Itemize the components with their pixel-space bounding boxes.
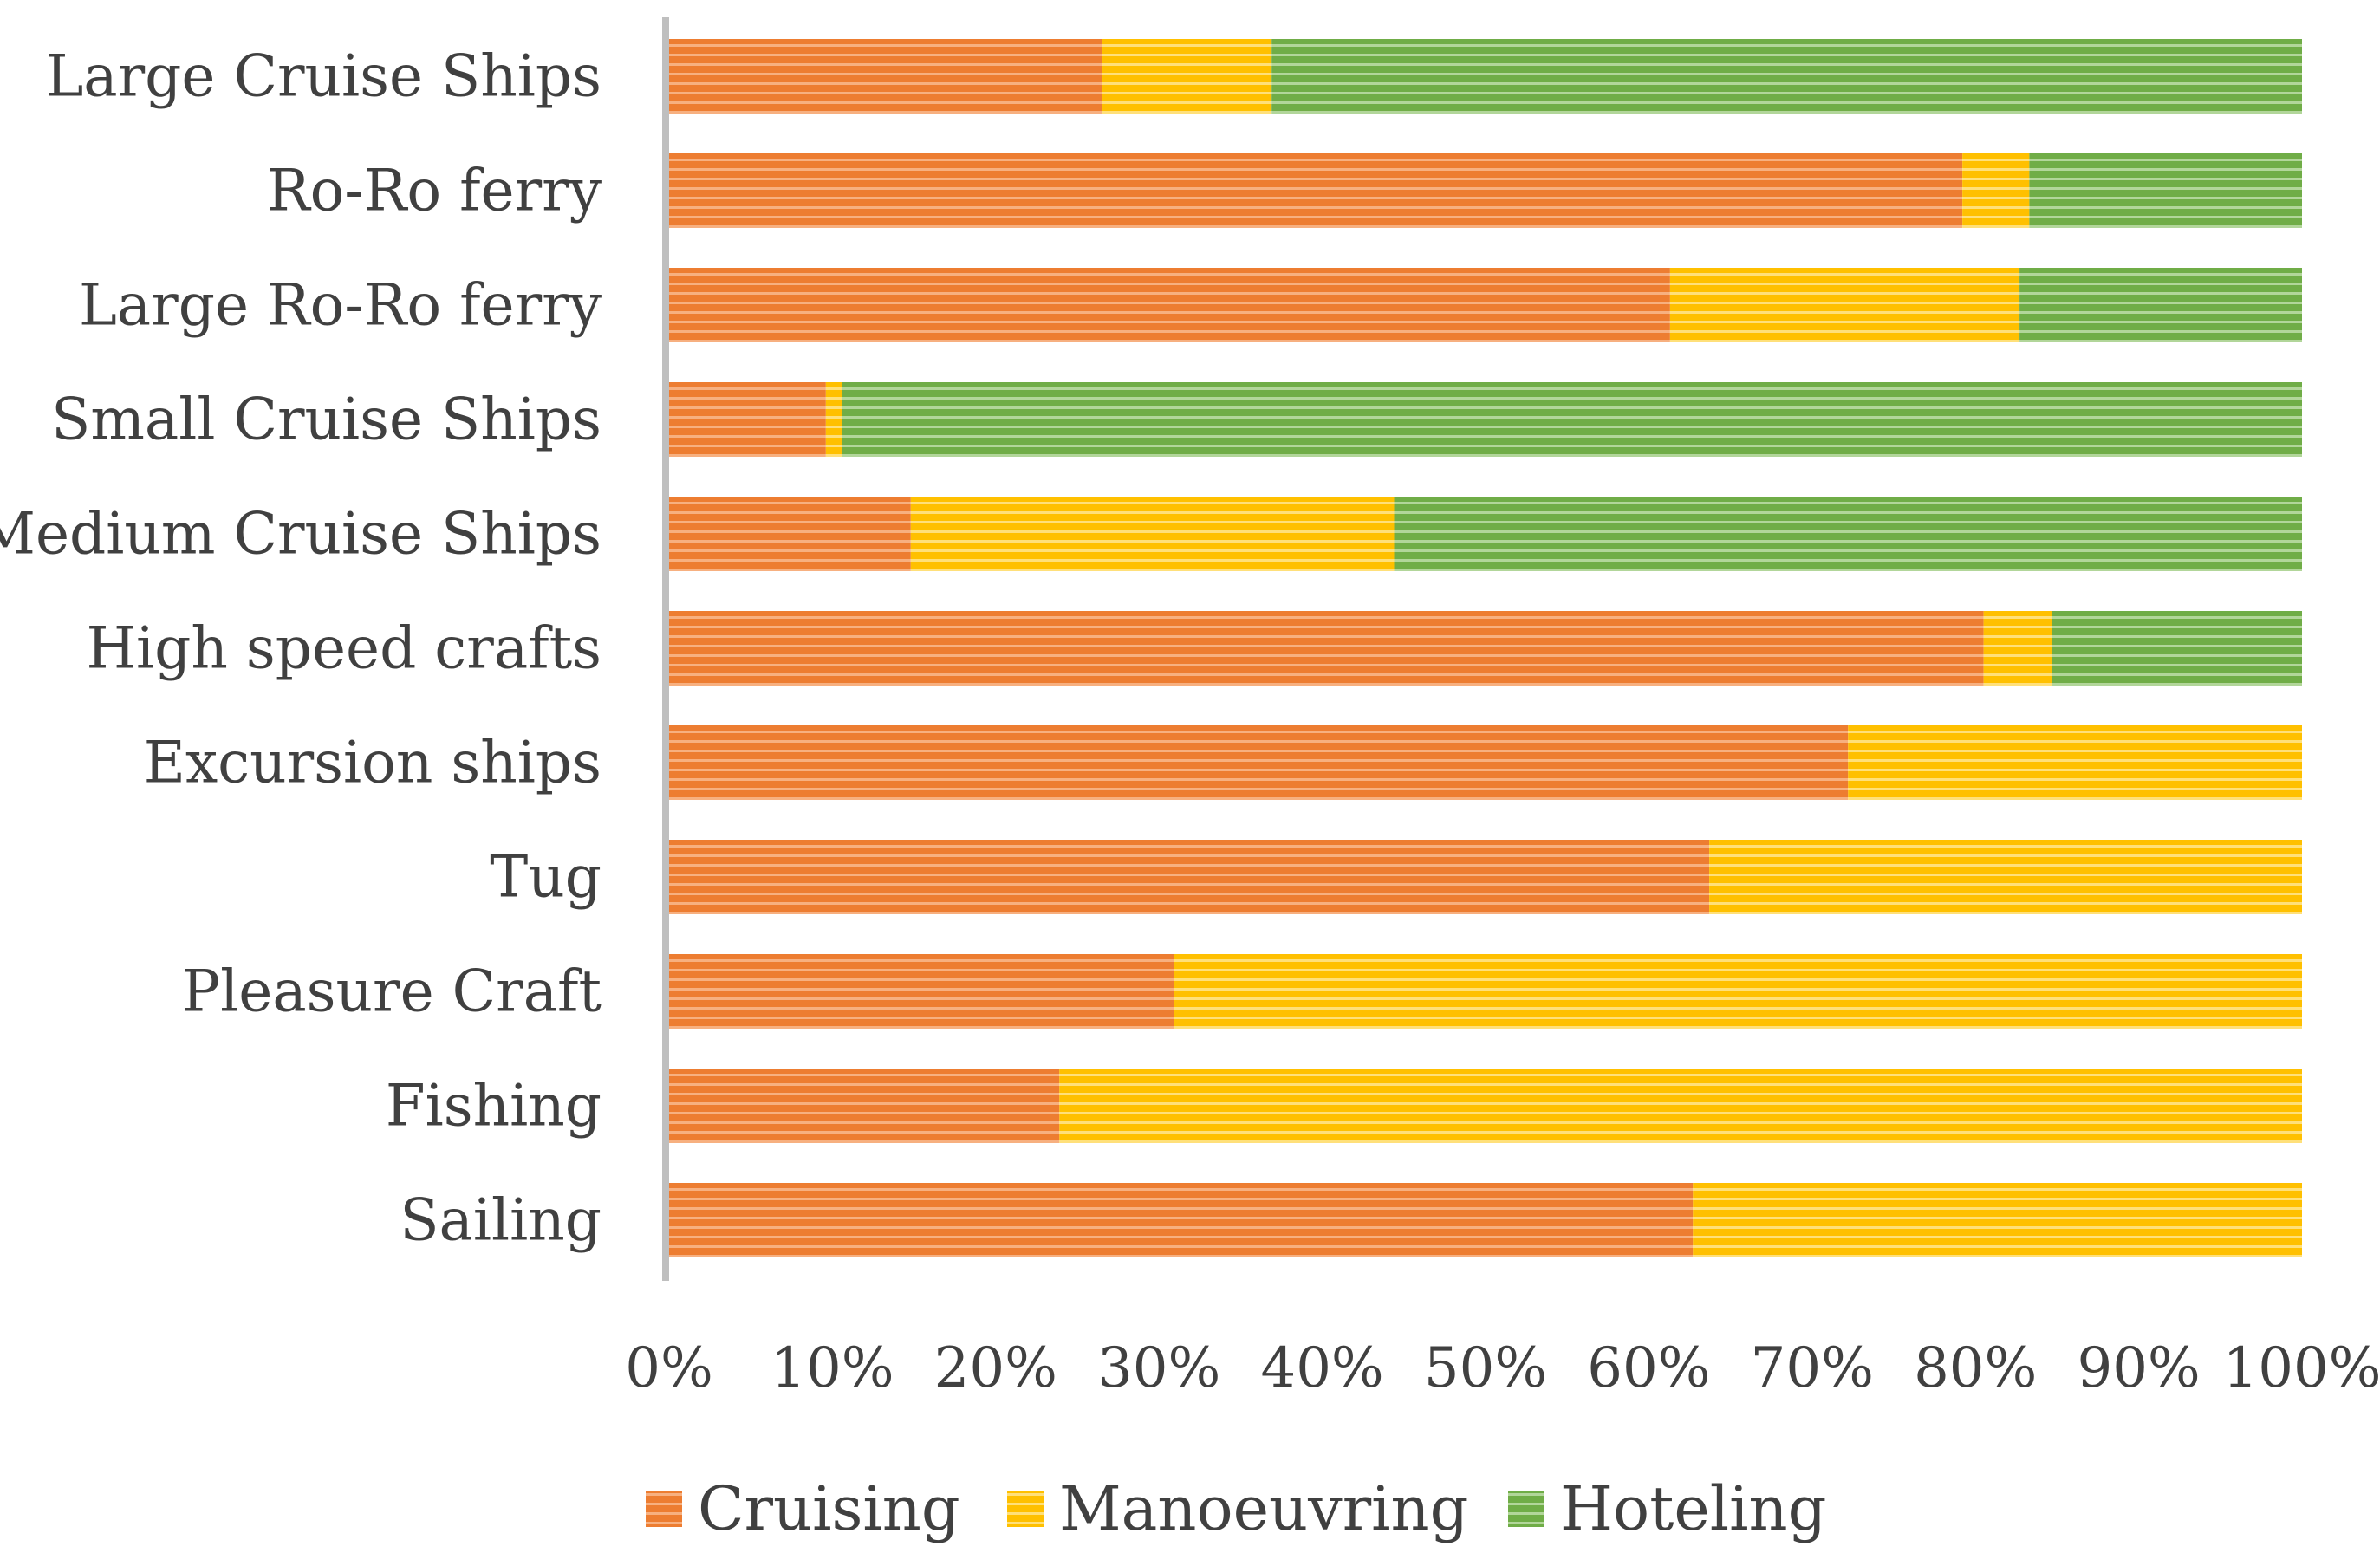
bar-large-ro-ro-ferry-cruising bbox=[669, 268, 1670, 342]
bar-fishing-cruising bbox=[669, 1069, 1060, 1143]
x-tick-label-10: 100% bbox=[2223, 1336, 2380, 1400]
bar-ro-ro-ferry-hoteling bbox=[2029, 153, 2302, 228]
legend-swatch-manoeuvring bbox=[1007, 1491, 1044, 1527]
x-tick-label-9: 90% bbox=[2077, 1336, 2200, 1400]
x-tick-label-4: 40% bbox=[1260, 1336, 1383, 1400]
x-tick-label-6: 60% bbox=[1587, 1336, 1710, 1400]
bar-medium-cruise-ships-cruising bbox=[669, 497, 911, 571]
category-label-high-speed-crafts: High speed crafts bbox=[86, 615, 602, 682]
legend-label-manoeuvring: Manoeuvring bbox=[1059, 1473, 1468, 1544]
x-tick-label-7: 70% bbox=[1751, 1336, 1874, 1400]
bar-large-cruise-ships-manoeuvring bbox=[1102, 39, 1272, 114]
bar-large-ro-ro-ferry-manoeuvring bbox=[1669, 268, 2020, 342]
bar-pleasure-craft-manoeuvring bbox=[1174, 954, 2302, 1029]
bar-high-speed-crafts-cruising bbox=[669, 611, 1984, 686]
x-tick-label-1: 10% bbox=[771, 1336, 894, 1400]
x-tick-label-2: 20% bbox=[934, 1336, 1057, 1400]
legend: Cruising Manoeuvring Hoteling bbox=[646, 1473, 1826, 1544]
bar-medium-cruise-ships-hoteling bbox=[1394, 497, 2302, 571]
category-label-pleasure-craft: Pleasure Craft bbox=[182, 958, 602, 1025]
bar-small-cruise-ships-manoeuvring bbox=[825, 382, 842, 457]
legend-swatch-cruising bbox=[646, 1491, 682, 1527]
legend-swatch-hoteling bbox=[1508, 1491, 1544, 1527]
bar-large-cruise-ships-hoteling bbox=[1271, 39, 2302, 114]
category-label-small-cruise-ships: Small Cruise Ships bbox=[51, 387, 602, 453]
bar-ro-ro-ferry-cruising bbox=[669, 153, 1963, 228]
bar-fishing-manoeuvring bbox=[1059, 1069, 2302, 1143]
bar-large-ro-ro-ferry-hoteling bbox=[2019, 268, 2302, 342]
category-label-sailing: Sailing bbox=[400, 1187, 602, 1254]
category-labels: Large Cruise Ships Ro-Ro ferry Large Ro-Ro… bbox=[0, 43, 602, 1254]
x-axis-ticks: 0% 10% 20% 30% 40% 50% 60% 70% 80% 90% 100% bbox=[625, 1336, 2380, 1400]
legend-label-hoteling: Hoteling bbox=[1560, 1473, 1826, 1544]
legend-label-cruising: Cruising bbox=[698, 1473, 960, 1544]
bar-excursion-ships-manoeuvring bbox=[1848, 725, 2302, 800]
bar-pleasure-craft-cruising bbox=[669, 954, 1174, 1029]
bar-ro-ro-ferry-manoeuvring bbox=[1962, 153, 2030, 228]
x-tick-label-5: 50% bbox=[1424, 1336, 1547, 1400]
bar-small-cruise-ships-hoteling bbox=[842, 382, 2303, 457]
category-label-ro-ro-ferry: Ro-Ro ferry bbox=[267, 158, 602, 224]
bars-layer bbox=[669, 39, 2303, 1257]
bar-high-speed-crafts-manoeuvring bbox=[1983, 611, 2052, 686]
category-label-excursion-ships: Excursion ships bbox=[144, 730, 602, 796]
bar-small-cruise-ships-cruising bbox=[669, 382, 826, 457]
x-tick-label-8: 80% bbox=[1914, 1336, 2037, 1400]
category-label-medium-cruise-ships: Medium Cruise Ships bbox=[0, 501, 602, 568]
x-tick-label-0: 0% bbox=[625, 1336, 713, 1400]
bar-tug-cruising bbox=[669, 840, 1710, 914]
category-label-tug: Tug bbox=[490, 844, 602, 911]
bar-high-speed-crafts-hoteling bbox=[2052, 611, 2302, 686]
category-label-large-ro-ro-ferry: Large Ro-Ro ferry bbox=[79, 272, 602, 339]
category-label-fishing: Fishing bbox=[386, 1073, 602, 1140]
x-tick-label-3: 30% bbox=[1097, 1336, 1220, 1400]
bar-tug-manoeuvring bbox=[1709, 840, 2302, 914]
bar-sailing-cruising bbox=[669, 1183, 1694, 1257]
bar-sailing-manoeuvring bbox=[1693, 1183, 2302, 1257]
bar-excursion-ships-cruising bbox=[669, 725, 1849, 800]
bar-large-cruise-ships-cruising bbox=[669, 39, 1102, 114]
category-label-large-cruise-ships: Large Cruise Ships bbox=[45, 43, 602, 110]
bar-medium-cruise-ships-manoeuvring bbox=[910, 497, 1395, 571]
